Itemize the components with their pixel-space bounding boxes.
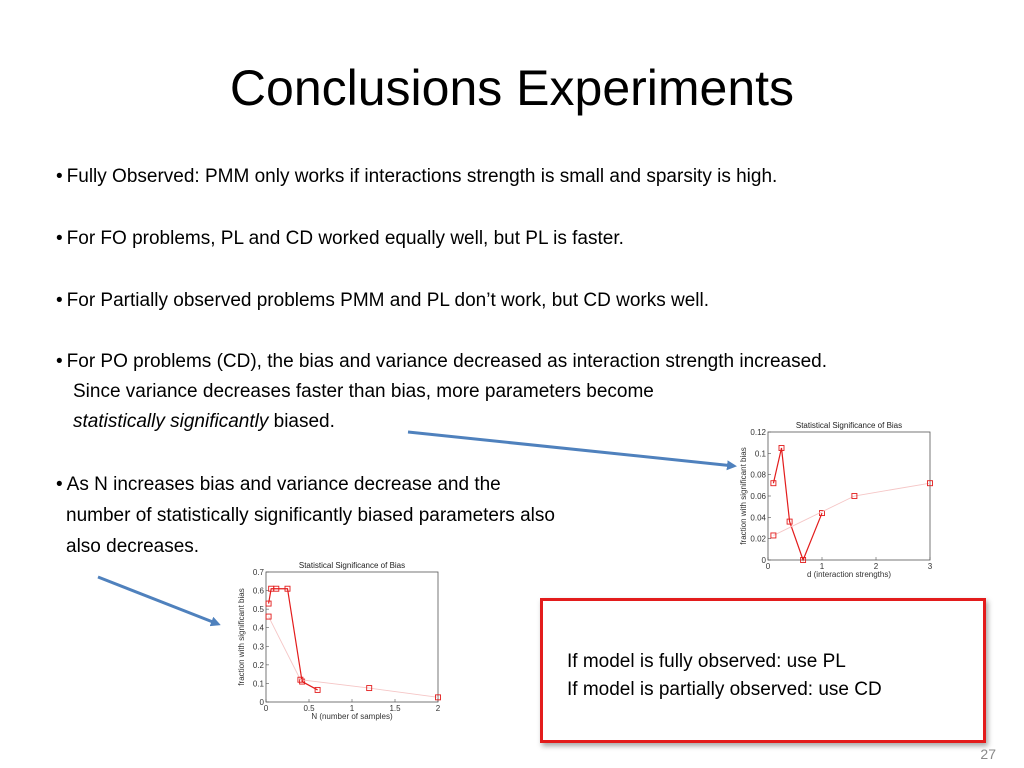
series-1-point — [800, 557, 807, 563]
bullet-marker: • — [56, 474, 63, 495]
series-2-point — [297, 676, 304, 683]
y-tick-label: 0.02 — [750, 535, 766, 544]
series-1-point — [299, 678, 306, 685]
y-tick-label: 0.08 — [750, 471, 766, 480]
x-axis-label: d (interaction strengths) — [807, 570, 891, 579]
plot-frame — [767, 431, 931, 561]
x-tick-label: 2 — [436, 704, 441, 713]
x-axis-label: N (number of samples) — [311, 712, 393, 721]
series-2-point — [851, 493, 858, 499]
series-2-line — [268, 616, 439, 698]
x-tick-label: 0 — [766, 562, 771, 571]
y-axis-label: fraction with significant bias — [739, 447, 748, 544]
bullet-marker: • — [56, 166, 63, 187]
x-tick-label: 1 — [350, 704, 355, 713]
bullet-marker: • — [56, 351, 63, 372]
bullet-4-line-2: Since variance decreases faster than bia… — [73, 381, 654, 402]
chart-title: Statistical Significance of Bias — [299, 561, 405, 570]
series-1-point — [778, 445, 785, 451]
bullet-4-tail: biased. — [268, 411, 335, 432]
bullet-1: • Fully Observed: PMM only works if inter… — [56, 166, 777, 189]
italic-phrase: statistically significantly — [73, 411, 269, 432]
arrow-to-top-chart — [407, 430, 737, 471]
bullet-4-line-1: • For PO problems (CD), the bias and vari… — [56, 351, 827, 374]
series-1-line — [772, 447, 823, 562]
bullet-5-line-3: also decreases. — [66, 536, 200, 557]
y-tick-label: 0.7 — [253, 568, 265, 577]
x-tick-label: 0 — [264, 704, 269, 713]
y-tick-label: 0.12 — [750, 428, 766, 437]
chart-interaction-strength: Statistical Significance of Bias 0 0.02 0.0… — [739, 421, 933, 579]
page-number: 27 — [980, 746, 996, 762]
y-tick-label: 0.5 — [253, 605, 265, 614]
y-tick-label: 0.6 — [253, 587, 265, 596]
x-tick-label: 3 — [928, 562, 933, 571]
bullet-2: • For FO problems, PL and CD worked equal… — [56, 228, 624, 251]
bullet-5-text-1: As N increases bias and variance decreas… — [66, 474, 501, 495]
series-2-point — [770, 532, 777, 539]
bullet-4-line-3: statistically significantly biased. — [73, 411, 335, 434]
series-1-point — [770, 480, 777, 487]
callout-line-1: If model is fully observed: use PL — [567, 651, 846, 672]
bullet-3: • For Partially observed problems PMM and… — [56, 290, 709, 313]
slide-title: Conclusions Experiments — [229, 60, 795, 116]
y-tick-label: 0.1 — [253, 679, 265, 688]
bullet-5-line-1: • As N increases bias and variance decrea… — [56, 474, 501, 497]
series-1-point — [273, 585, 280, 592]
series-2-line — [773, 482, 931, 536]
series-2-point — [927, 480, 933, 487]
y-tick-label: 0.2 — [253, 661, 265, 670]
y-tick-label: 0.06 — [750, 492, 766, 501]
bullet-4-text-1: For PO problems (CD), the bias and varia… — [66, 351, 828, 372]
series-2-point — [435, 694, 441, 701]
x-tick-label: 1 — [820, 562, 825, 571]
bullet-3-text: For Partially observed problems PMM and … — [66, 290, 710, 311]
series-1-line — [267, 588, 318, 691]
series-2-point — [265, 613, 272, 620]
y-tick-label: 0 — [260, 698, 265, 707]
callout-box: If model is fully observed: use PL If mo… — [540, 598, 986, 743]
series-1-point — [786, 518, 793, 525]
bullet-2-text: For FO problems, PL and CD worked equall… — [66, 228, 624, 249]
y-tick-label: 0.3 — [253, 642, 265, 651]
series-1-point — [265, 600, 272, 607]
bullet-5-line-2: number of statistically significantly bi… — [66, 505, 555, 526]
y-tick-label: 0.04 — [750, 513, 766, 522]
callout-line-2: If model is partially observed: use CD — [567, 679, 882, 700]
arrow-to-bottom-chart — [97, 575, 221, 627]
x-tick-label: 2 — [874, 562, 879, 571]
y-tick-label: 0.4 — [253, 624, 265, 633]
chart-title: Statistical Significance of Bias — [796, 421, 902, 430]
y-axis-label: fraction with significant bias — [237, 588, 246, 685]
plot-frame — [265, 571, 439, 703]
bullet-marker: • — [56, 228, 63, 249]
x-tick-label: 0.5 — [303, 704, 315, 713]
bullet-marker: • — [56, 290, 63, 311]
x-tick-label: 1.5 — [389, 704, 401, 713]
bullet-1-text: Fully Observed: PMM only works if intera… — [66, 166, 778, 187]
series-1-point — [314, 686, 321, 693]
y-tick-label: 0.1 — [755, 449, 767, 458]
series-1-point — [284, 585, 291, 592]
series-2-point — [366, 685, 373, 692]
y-tick-label: 0 — [762, 556, 767, 565]
chart-number-of-samples: Statistical Significance of Bias 0 0.1 0.2 0… — [237, 561, 441, 721]
